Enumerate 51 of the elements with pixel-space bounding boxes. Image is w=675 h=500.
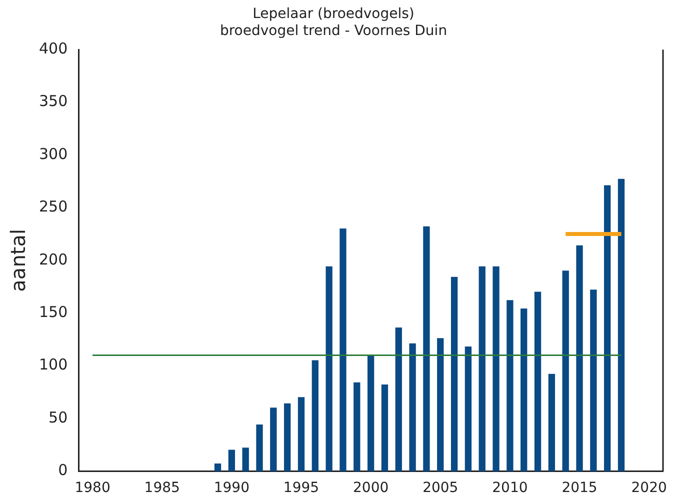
chart-title: Lepelaar (broedvogels): [252, 6, 414, 22]
y-tick-label: 50: [48, 408, 68, 426]
x-tick-label: 2005: [422, 480, 458, 496]
bar: [520, 308, 528, 472]
y-tick-label: 200: [38, 250, 68, 268]
bar: [576, 245, 583, 472]
bar: [312, 360, 318, 472]
x-tick-label: 2000: [352, 480, 389, 496]
bar: [506, 300, 514, 472]
bar: [548, 374, 556, 472]
y-tick-label: 100: [38, 356, 68, 374]
chart-subtitle: broedvogel trend - Voornes Duin: [220, 22, 448, 39]
bar: [437, 338, 444, 472]
bar: [395, 328, 402, 472]
y-tick-label: 250: [38, 198, 68, 216]
y-tick-label: 0: [58, 461, 68, 480]
y-tick-label: 300: [38, 144, 68, 163]
bar: [298, 397, 305, 472]
bar: [534, 292, 542, 472]
x-tick-label: 1990: [214, 480, 250, 496]
bar: [284, 403, 291, 472]
bar: [604, 185, 611, 472]
bar: [409, 343, 416, 472]
bar: [242, 448, 249, 472]
bar: [492, 266, 500, 472]
bar: [354, 382, 360, 472]
y-axis-title: aantal: [6, 228, 30, 292]
y-tick-label: 350: [38, 92, 68, 110]
bar: [450, 276, 458, 472]
y-tick-label: 400: [38, 39, 68, 58]
x-tick-label: 1995: [283, 480, 320, 496]
bar: [270, 408, 277, 472]
bar: [562, 270, 569, 472]
x-tick-label: 1980: [74, 480, 110, 496]
x-tick-label: 1985: [144, 480, 180, 496]
bar: [618, 178, 625, 472]
x-tick-label: 2010: [492, 480, 528, 496]
bar: [340, 228, 346, 472]
bar: [367, 354, 374, 472]
bar: [590, 290, 597, 472]
bar: [326, 266, 332, 472]
bar: [228, 450, 236, 472]
bar: [423, 226, 430, 472]
bar: [214, 463, 222, 472]
x-tick-label: 2015: [562, 480, 598, 496]
x-tick-label: 2020: [631, 480, 667, 496]
bar: [478, 266, 486, 472]
bar: [381, 384, 388, 472]
bar: [256, 424, 263, 472]
bar: [464, 346, 472, 472]
y-tick-label: 150: [38, 302, 68, 321]
